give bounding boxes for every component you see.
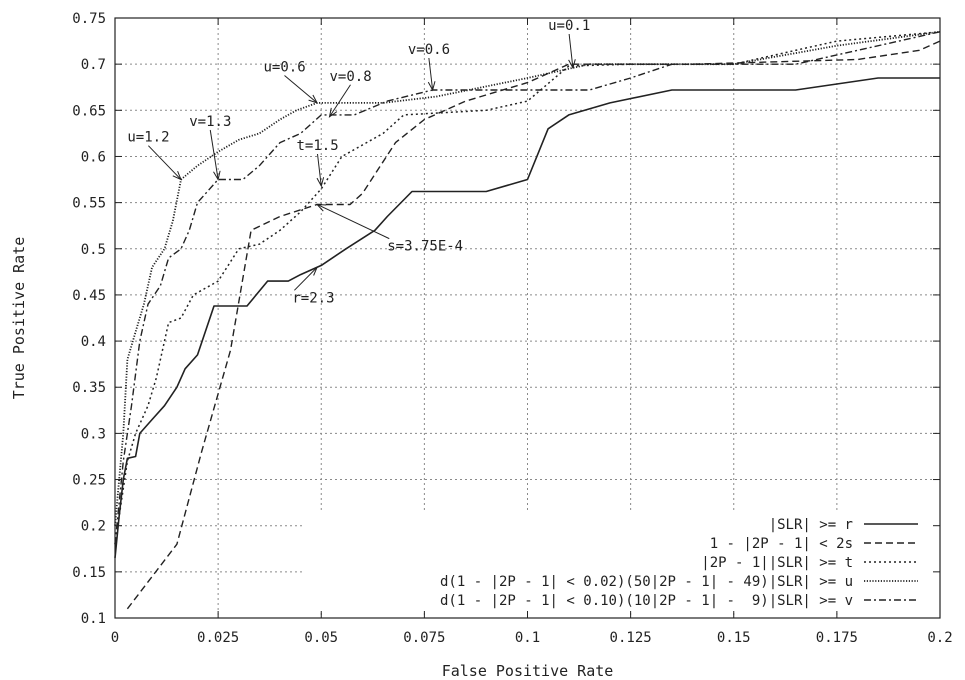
- annotation-label: u=1.2: [127, 130, 169, 146]
- series-line-5: [114, 31, 941, 545]
- annotations-group: u=0.1 v=0.6 u=0.6 v=0.8 v=1.3 u=1.2 t=1.5 s=3.7…: [127, 18, 590, 306]
- x-tick-label: 0.05: [304, 630, 338, 646]
- x-tick-label: 0.125: [610, 630, 652, 646]
- legend-entry-label: d(1 - |2P - 1| < 0.02)(50|2P - 1| - 49)|…: [440, 574, 853, 590]
- x-tick-label: 0.175: [816, 630, 858, 646]
- annotation-arrowhead: [328, 107, 338, 118]
- x-axis-label: False Positive Rate: [442, 662, 614, 680]
- x-tick-label: 0: [111, 630, 119, 646]
- series-line-4: [114, 30, 941, 526]
- annotation-label: u=0.6: [264, 60, 306, 76]
- y-axis-label: True Positive Rate: [10, 237, 28, 400]
- annotation-arrow: [294, 266, 318, 291]
- x-tick-label: 0.2: [927, 630, 952, 646]
- y-tick-label: 0.6: [81, 149, 106, 165]
- annotation-arrow: [284, 75, 318, 104]
- legend: |SLR| >= r 1 - |2P - 1| < 2s |2P - 1||SLR|…: [440, 517, 918, 609]
- legend-box: [305, 513, 939, 612]
- y-tick-label: 0.15: [72, 565, 106, 581]
- annotation-arrowhead: [315, 203, 327, 212]
- annotation-label: r=2.3: [292, 290, 334, 306]
- y-tick-label: 0.45: [72, 288, 106, 304]
- legend-entry-label: d(1 - |2P - 1| < 0.10)(10|2P - 1| - 9)|S…: [440, 593, 853, 609]
- annotation-label: v=1.3: [189, 114, 231, 130]
- annotation-arrow: [329, 84, 351, 118]
- y-tick-label: 0.55: [72, 196, 106, 212]
- grid-lines: [115, 18, 940, 618]
- x-tick-label: 0.075: [403, 630, 445, 646]
- y-tick-label: 0.35: [72, 380, 106, 396]
- y-tick-label: 0.4: [81, 334, 106, 350]
- y-tick-label: 0.25: [72, 473, 106, 489]
- y-tick-label: 0.1: [81, 611, 106, 627]
- y-tick-label: 0.7: [81, 57, 106, 73]
- annotation-label: t=1.5: [297, 138, 339, 154]
- legend-entry-label: |SLR| >= r: [769, 517, 853, 533]
- annotation-arrow: [317, 153, 322, 187]
- x-tick-label: 0.1: [515, 630, 540, 646]
- y-tick-label: 0.5: [81, 242, 106, 258]
- legend-entry-label: 1 - |2P - 1| < 2s: [710, 536, 853, 552]
- annotation-arrowhead: [308, 94, 319, 104]
- annotation-arrowhead: [427, 81, 436, 92]
- annotation-arrow: [209, 129, 219, 180]
- x-tick-label: 0.15: [717, 630, 751, 646]
- annotation-arrow: [568, 33, 574, 68]
- annotation-arrow: [148, 145, 182, 180]
- series-line-1: [114, 77, 940, 559]
- annotation-label: v=0.8: [330, 69, 372, 85]
- x-tick-label: 0.025: [197, 630, 239, 646]
- series-group: [114, 30, 941, 610]
- annotation-label: s=3.75E-4: [387, 239, 463, 255]
- annotation-label: u=0.1: [548, 18, 590, 34]
- annotation-arrowhead: [213, 170, 221, 181]
- y-tick-label: 0.3: [81, 426, 106, 442]
- annotation-arrowhead: [308, 266, 319, 276]
- annotation-arrowhead: [568, 59, 576, 70]
- y-tick-label: 0.2: [81, 519, 106, 535]
- y-tick-label: 0.65: [72, 103, 106, 119]
- annotation-arrowhead: [172, 171, 182, 181]
- annotation-arrow: [428, 57, 434, 91]
- legend-entry-label: |2P - 1||SLR| >= t: [701, 555, 853, 571]
- axis-ticks: 0 0.025 0.05 0.075 0.1 0.125 0.15 0.175 0.2 0.1 0.…: [72, 11, 952, 646]
- annotation-arrowhead: [316, 177, 325, 188]
- legend-background: [305, 513, 939, 612]
- series-line-2: [126, 40, 941, 610]
- annotation-arrow: [316, 204, 390, 240]
- y-tick-label: 0.75: [72, 11, 106, 27]
- annotation-label: v=0.6: [408, 42, 450, 58]
